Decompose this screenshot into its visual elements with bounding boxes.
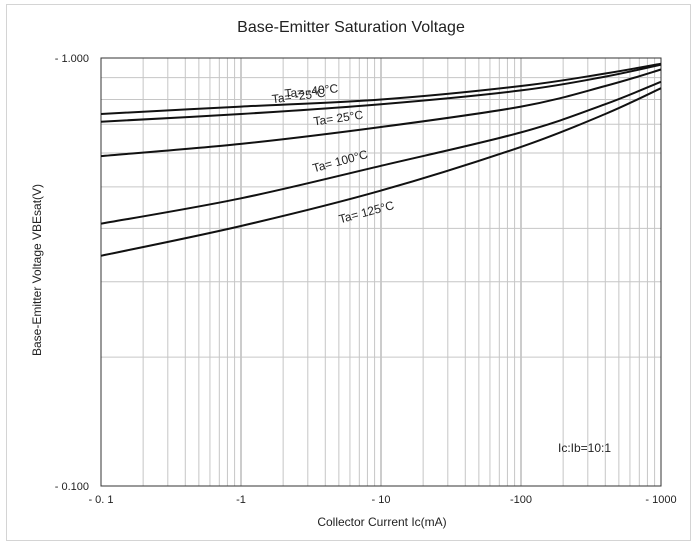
series-line-0 xyxy=(100,62,662,115)
x-tick-label: - 1000 xyxy=(645,494,676,506)
x-tick-label: - 10 xyxy=(372,494,391,506)
y-axis-label: Base-Emitter Voltage VBEsat(V) xyxy=(30,184,44,356)
chart-frame xyxy=(6,4,691,541)
series-line-3 xyxy=(100,80,662,225)
series-line-1 xyxy=(100,63,662,123)
y-tick-label: - 0.100 xyxy=(55,481,89,493)
series-group xyxy=(100,62,662,257)
chart-title: Base-Emitter Saturation Voltage xyxy=(237,19,465,36)
x-axis-label: Collector Current Ic(mA) xyxy=(317,515,446,529)
series-label-1: Ta= -25°C xyxy=(271,86,326,106)
grid xyxy=(101,58,661,486)
series-label-0: Ta= -40°C xyxy=(284,81,339,101)
tick-labels: - 0. 1 -1 - 10 -100 - 1000 - 0.100 - 1.000 xyxy=(55,53,677,506)
x-tick-label: -100 xyxy=(510,494,532,506)
series-line-2 xyxy=(100,68,662,158)
series-line-4 xyxy=(100,87,662,257)
ratio-annotation: Ic:Ib=10:1 xyxy=(558,441,611,455)
y-tick-label: - 1.000 xyxy=(55,53,89,65)
x-tick-label: -1 xyxy=(236,494,246,506)
x-tick-label: - 0. 1 xyxy=(88,494,113,506)
plot-area xyxy=(100,57,662,487)
series-label-2: Ta= 25°C xyxy=(313,108,365,129)
